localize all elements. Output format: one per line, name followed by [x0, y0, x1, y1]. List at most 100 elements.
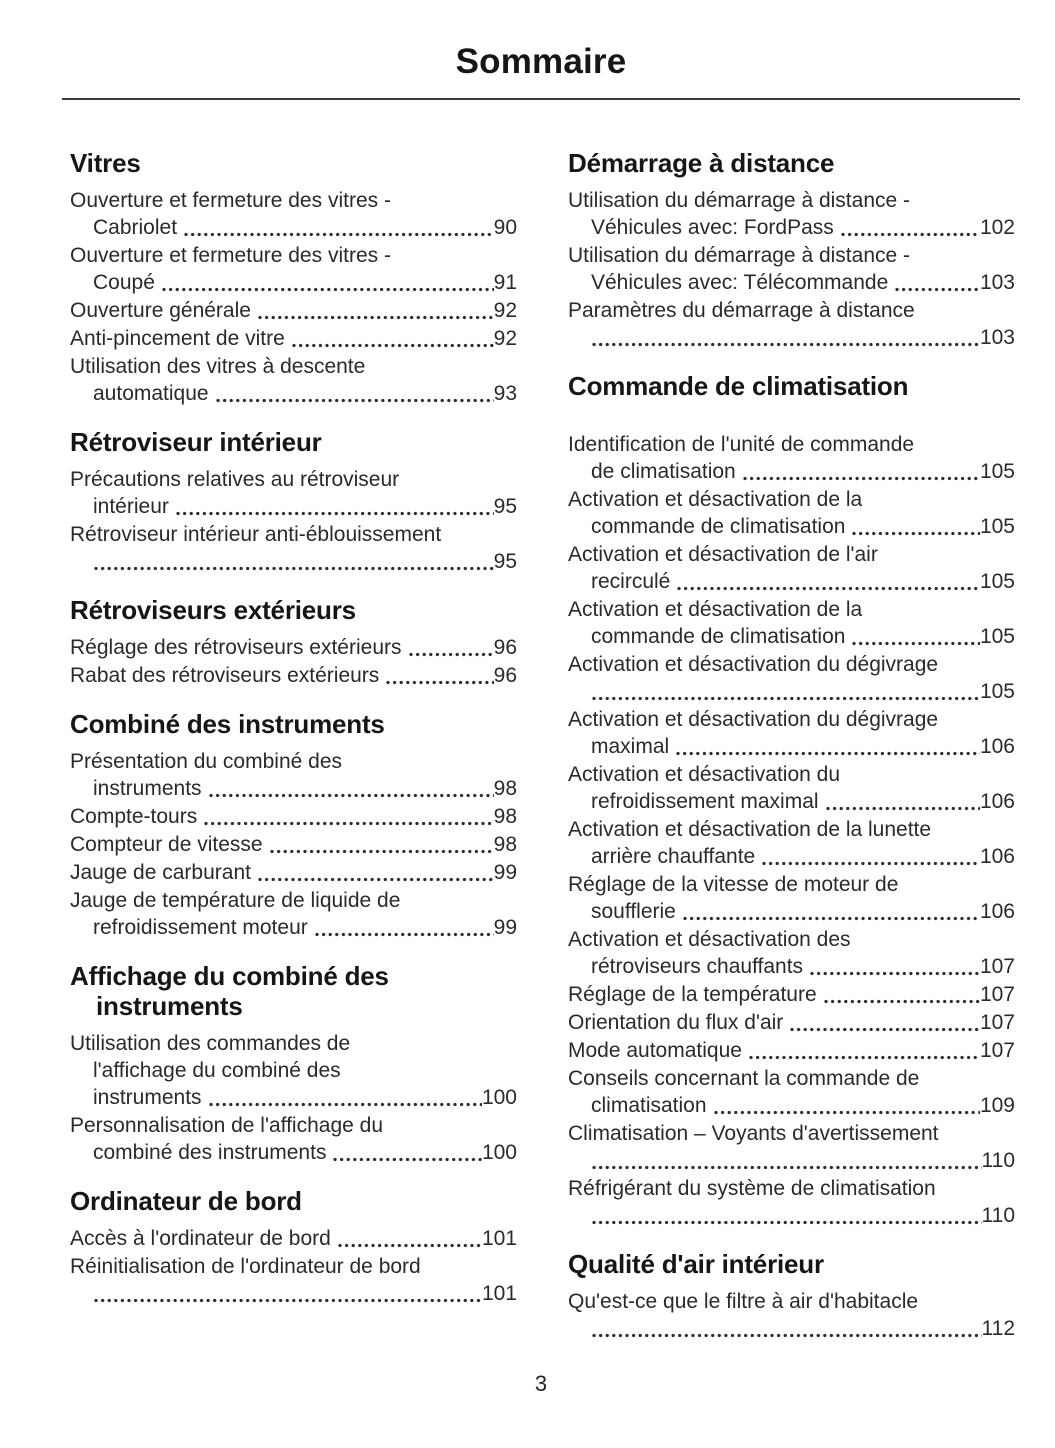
entry-line: Identification de l'unité de commande [568, 433, 915, 456]
entry-line: Activation et désactivation du dégivrage [568, 708, 939, 731]
toc-entry: Présentation du combiné des instruments 98 [70, 748, 517, 802]
entry-line: recirculé 105 [568, 568, 1015, 595]
toc-section: Commande de climatisation Identification … [568, 371, 1015, 1229]
entry-page-number: 103 [979, 326, 1015, 349]
entry-text: Ouverture générale [70, 299, 251, 322]
dot-leader [822, 981, 980, 1008]
entry-line: commande de climatisation 105 [568, 623, 1015, 650]
entry-line: Paramètres du démarrage à distance [568, 299, 915, 322]
entry-text: soufflerie [591, 900, 676, 923]
toc-entry: Utilisation du démarrage à distance - Véh… [568, 242, 1015, 296]
entry-line: Rétroviseur intérieur anti-éblouissement [70, 523, 442, 546]
entry-line: Utilisation des vitres à descente [70, 355, 366, 378]
entry-page-number: 105 [979, 570, 1015, 593]
toc-entry: Ouverture générale 92 [70, 297, 517, 324]
entry-text: Compte-tours [70, 805, 198, 828]
dot-leader [741, 458, 980, 485]
dot-leader [824, 788, 980, 815]
section-heading-line: Combiné des instruments [70, 709, 385, 739]
entry-line: Activation et désactivation du [568, 763, 840, 786]
entry-text: de climatisation [591, 460, 736, 483]
section-entries: Précautions relatives au rétroviseur inté… [70, 466, 517, 575]
toc-entry: Compte-tours 98 [70, 803, 517, 830]
entry-page-number: 90 [493, 216, 517, 239]
entry-page-number: 92 [493, 327, 517, 350]
toc-section: Combiné des instruments Présentation du c… [70, 709, 517, 941]
toc-entry: Activation et désactivation de la command… [568, 596, 1015, 650]
entry-page-number: 106 [979, 845, 1015, 868]
entry-text: automatique [93, 382, 209, 405]
dot-leader [851, 623, 980, 650]
page-number: 3 [534, 1371, 548, 1396]
section-heading-line: Vitres [70, 148, 141, 178]
section-heading-line: Rétroviseurs extérieurs [70, 595, 356, 625]
toc-entry: Rétroviseur intérieur anti-éblouissement… [70, 521, 517, 575]
toc-entry: Activation et désactivation des rétrovise… [568, 926, 1015, 980]
dot-leader [268, 831, 494, 858]
entry-line: Jauge de carburant 99 [70, 859, 517, 886]
entry-line: Précautions relatives au rétroviseur [70, 468, 400, 491]
dot-leader [407, 634, 494, 661]
entry-line: Activation et désactivation de l'air [568, 543, 878, 566]
dot-leader [761, 843, 980, 870]
entry-page-number: 100 [481, 1141, 517, 1164]
entry-page-number: 107 [979, 983, 1015, 1006]
dot-leader [675, 733, 980, 760]
toc-entry: Orientation du flux d'air 107 [568, 1009, 1015, 1036]
toc-column-left: Vitres Ouverture et fermeture des vitres … [70, 148, 517, 1308]
page-title: Sommaire [455, 42, 627, 81]
entry-line: Ouverture et fermeture des vitres - [70, 189, 391, 212]
entry-text: climatisation [591, 1094, 707, 1117]
entry-line: Ouverture générale 92 [70, 297, 517, 324]
title-divider [62, 98, 1020, 100]
entry-page-number: 100 [481, 1086, 517, 1109]
entry-text: maximal [591, 735, 670, 758]
entry-text: arrière chauffante [591, 845, 756, 868]
toc-entry: Conseils concernant la commande de climat… [568, 1065, 1015, 1119]
toc-entry: Mode automatique 107 [568, 1037, 1015, 1064]
toc-entry: Activation et désactivation du dégivrage… [568, 706, 1015, 760]
entry-line: Rabat des rétroviseurs extérieurs 96 [70, 662, 517, 689]
section-heading: Commande de climatisation [568, 371, 1015, 401]
toc-entry: Jauge de température de liquide de refroi… [70, 887, 517, 941]
entry-text: commande de climatisation [591, 625, 846, 648]
section-heading: Combiné des instruments [70, 709, 517, 739]
entry-line: Réglage de la température 107 [568, 981, 1015, 1008]
toc-entry: Réglage de la température 107 [568, 981, 1015, 1008]
entry-text: Mode automatique [568, 1039, 742, 1062]
dot-leader [712, 1092, 980, 1119]
entry-text: Accès à l'ordinateur de bord [70, 1227, 331, 1250]
entry-line: Personnalisation de l'affichage du [70, 1114, 384, 1137]
entry-text: Véhicules avec: FordPass [591, 216, 834, 239]
entry-line: Anti-pincement de vitre 92 [70, 325, 517, 352]
entry-line: Activation et désactivation des [568, 928, 851, 951]
entry-text: Coupé [93, 271, 155, 294]
dot-leader [313, 914, 494, 941]
toc-entry: Activation et désactivation du refroidiss… [568, 761, 1015, 815]
entry-line: 110 [568, 1147, 1015, 1174]
entry-line: Ouverture et fermeture des vitres - [70, 244, 391, 267]
entry-line: Cabriolet 90 [70, 214, 517, 241]
toc-section: Vitres Ouverture et fermeture des vitres … [70, 148, 517, 407]
entry-page-number: 106 [979, 900, 1015, 923]
dot-leader [681, 898, 980, 925]
dot-leader [591, 678, 980, 705]
entry-line: Présentation du combiné des [70, 750, 343, 773]
dot-leader [591, 1315, 982, 1342]
entry-line: Réfrigérant du système de climatisation [568, 1177, 936, 1200]
entry-page-number: 92 [493, 299, 517, 322]
toc-entry: Ouverture et fermeture des vitres - Cabri… [70, 187, 517, 241]
toc-entry: Climatisation – Voyants d'avertissement 1… [568, 1120, 1015, 1174]
toc-entry: Précautions relatives au rétroviseur inté… [70, 466, 517, 520]
toc-section: Ordinateur de bord Accès à l'ordinateur d… [70, 1186, 517, 1307]
section-heading: Ordinateur de bord [70, 1186, 517, 1216]
entry-line: Véhicules avec: FordPass 102 [568, 214, 1015, 241]
entry-line: combiné des instruments 100 [70, 1139, 517, 1166]
entry-text: instruments [93, 1086, 202, 1109]
section-heading: Rétroviseurs extérieurs [70, 595, 517, 625]
entry-line: de climatisation 105 [568, 458, 1015, 485]
dot-leader [591, 1202, 982, 1229]
dot-leader [160, 269, 494, 296]
entry-line: 105 [568, 678, 1015, 705]
entry-line: instruments 98 [70, 775, 517, 802]
